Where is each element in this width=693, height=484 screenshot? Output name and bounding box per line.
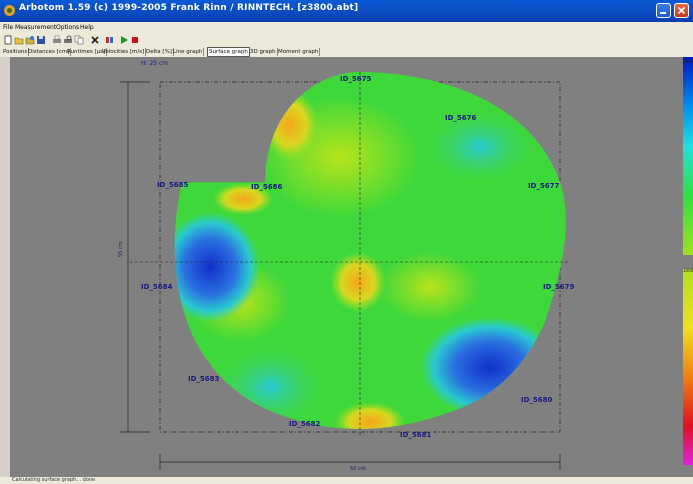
stop-icon[interactable] (130, 35, 140, 45)
sensor-label[interactable]: ID_5679 (543, 283, 575, 291)
tab-delta[interactable]: Delta [%] (146, 48, 174, 56)
graph-canvas: H: 25 cm 55 cm 50 cm (10, 57, 693, 477)
menu-bar: File Measurement Options Help (0, 22, 693, 33)
status-text: Calculating surface graph... done (12, 477, 96, 483)
sensor-label[interactable]: ID_5675 (340, 75, 372, 83)
legend-bar-top (683, 57, 693, 255)
close-icon (677, 6, 686, 15)
toolbar (0, 33, 693, 47)
crosshair (130, 72, 570, 437)
sensor-label[interactable]: ID_5686 (251, 183, 283, 191)
legend-label-bottom: 1000 (683, 268, 693, 273)
tab-positions[interactable]: Positions (3, 48, 30, 56)
print-icon[interactable] (52, 35, 62, 45)
tab-velocities[interactable]: Velocities [m/s] (102, 48, 147, 56)
sensor-label[interactable]: ID_5676 (445, 114, 477, 122)
save-disk-icon[interactable] (36, 35, 46, 45)
sensor-label[interactable]: ID_5684 (141, 283, 173, 291)
sensor-label[interactable]: ID_5682 (289, 420, 321, 428)
sensor-label[interactable]: ID_5681 (400, 431, 432, 439)
window-title: Arbotom 1.59 (c) 1999-2005 Frank Rinn / … (19, 3, 359, 13)
tool-icon[interactable] (105, 35, 115, 45)
minimize-icon (660, 12, 666, 14)
status-bar: Calculating surface graph... done (0, 477, 693, 484)
legend-bar-bottom (683, 269, 693, 465)
left-dimension-label: 55 cm (118, 241, 124, 257)
menu-options[interactable]: Options (56, 24, 80, 31)
tab-distances[interactable]: Distances [cm] (28, 48, 72, 56)
height-label: H: 25 cm (141, 60, 168, 67)
title-bar: Arbotom 1.59 (c) 1999-2005 Frank Rinn / … (0, 0, 693, 22)
delete-icon[interactable] (90, 35, 100, 45)
tab-surface-graph[interactable]: Surface graph (207, 47, 250, 57)
tab-line-graph[interactable]: Line graph (173, 48, 205, 56)
play-icon[interactable] (119, 35, 129, 45)
menu-file[interactable]: File (3, 24, 14, 31)
close-button[interactable] (674, 3, 689, 18)
minimize-button[interactable] (656, 3, 671, 18)
tab-runtimes[interactable]: Runtimes [µs] (67, 48, 108, 56)
print-preview-icon[interactable] (63, 35, 73, 45)
tab-moment-graph[interactable]: Moment graph (278, 48, 321, 56)
open-icon[interactable] (14, 35, 24, 45)
copy-icon[interactable] (74, 35, 84, 45)
sensor-label[interactable]: ID_5685 (157, 181, 189, 189)
surface-graph: H: 25 cm 55 cm 50 cm (10, 57, 693, 477)
sensor-label[interactable]: ID_5680 (521, 396, 553, 404)
tab-3d-graph[interactable]: 3D graph (250, 48, 278, 56)
menu-help[interactable]: Help (80, 24, 94, 31)
sensor-label[interactable]: ID_5683 (188, 375, 220, 383)
new-icon[interactable] (3, 35, 13, 45)
legend-label-top: 1000 (683, 59, 693, 64)
tab-strip: Positions Distances [cm] Runtimes [µs] V… (0, 47, 693, 57)
menu-measurement[interactable]: Measurement (15, 24, 57, 31)
save-icon[interactable] (25, 35, 35, 45)
bottom-dimension-label: 50 cm (350, 466, 366, 472)
sensor-label[interactable]: ID_5677 (528, 182, 560, 190)
app-icon (4, 5, 15, 16)
